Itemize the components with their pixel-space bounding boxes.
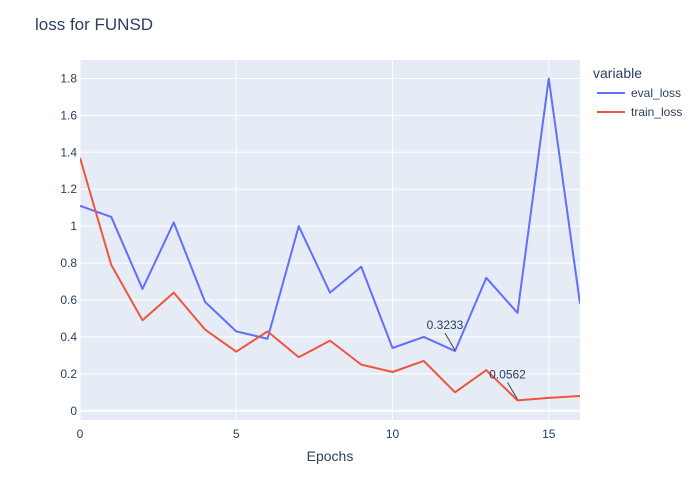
x-axis-title: Epochs — [307, 448, 354, 464]
y-tick-label: 1.4 — [60, 145, 77, 159]
y-tick-label: 0 — [70, 404, 77, 418]
x-gridlines — [79, 60, 550, 420]
y-tick-label: 1 — [70, 219, 77, 233]
annotation-label: 0.3233 — [427, 318, 464, 332]
annotation-arrow — [444, 332, 456, 351]
y-tick-label: 0.2 — [60, 367, 77, 381]
chart-title: loss for FUNSD — [35, 15, 153, 34]
legend-label-eval_loss: eval_loss — [631, 86, 681, 100]
x-axis-ticks: 0 5 10 15 — [77, 427, 556, 441]
legend: variable eval_loss train_loss — [593, 65, 682, 119]
y-tick-label: 1.6 — [60, 108, 77, 122]
y-gridlines — [80, 77, 580, 412]
legend-label-train_loss: train_loss — [631, 105, 682, 119]
y-axis-ticks: 0 0.2 0.4 0.6 0.8 1 1.2 1.4 1.6 1.8 — [60, 71, 77, 417]
x-tick-label: 15 — [542, 427, 556, 441]
y-tick-label: 0.6 — [60, 293, 77, 307]
x-tick-label: 10 — [386, 427, 400, 441]
x-tick-label: 0 — [77, 427, 84, 441]
annotation-arrow — [507, 382, 518, 400]
y-tick-label: 1.8 — [60, 71, 77, 85]
series-line-train_loss — [80, 157, 580, 402]
annotations: 0.3233 0.0562 — [427, 318, 526, 400]
y-tick-label: 0.8 — [60, 256, 77, 270]
y-tick-label: 1.2 — [60, 182, 77, 196]
legend-title: variable — [593, 65, 642, 81]
y-tick-label: 0.4 — [60, 330, 77, 344]
annotation-label: 0.0562 — [489, 367, 526, 381]
series-line-eval_loss — [80, 77, 580, 353]
x-tick-label: 5 — [233, 427, 240, 441]
plot-area — [80, 60, 580, 420]
series-layer — [80, 77, 580, 402]
